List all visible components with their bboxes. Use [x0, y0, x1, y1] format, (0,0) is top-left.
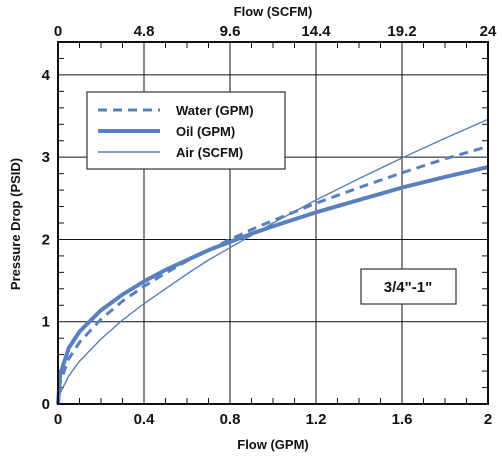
x2-axis-title: Flow (SCFM) — [234, 4, 313, 19]
y-tick-label: 1 — [42, 314, 50, 331]
y-tick-label: 0 — [42, 396, 50, 413]
x2-tick-label: 14.4 — [301, 23, 331, 40]
y-tick-label: 3 — [42, 149, 50, 166]
y-tick-label: 4 — [42, 67, 51, 84]
x-tick-label: 0.8 — [220, 411, 241, 428]
x-axis-title: Flow (GPM) — [237, 437, 309, 452]
x-tick-label: 1.6 — [392, 411, 413, 428]
x2-tick-label: 9.6 — [220, 23, 241, 40]
x2-tick-label: 24 — [480, 23, 497, 40]
size-annotation-box — [360, 268, 457, 305]
series-lines — [56, 118, 489, 405]
series-line-2 — [57, 118, 489, 405]
legend: Water (GPM) Oil (GPM) Air (SCFM) — [86, 91, 286, 170]
x-tick-label: 0.4 — [134, 411, 156, 428]
legend-label-water: Water (GPM) — [176, 103, 254, 118]
series-line-1 — [56, 165, 489, 405]
plot-frame — [57, 41, 489, 405]
y-axis-title: Pressure Drop (PSID) — [8, 158, 23, 290]
y-tick-label: 2 — [42, 231, 50, 248]
tick-labels: 0 0.4 0.8 1.2 1.6 2 0 4.8 9.6 14.4 19.2 24 0 1 2 3 4 — [42, 23, 497, 428]
x2-tick-label: 4.8 — [134, 23, 155, 40]
x-tick-label: 2 — [484, 411, 492, 428]
legend-label-oil: Oil (GPM) — [176, 124, 235, 139]
x2-tick-label: 19.2 — [387, 23, 416, 40]
size-annotation-text: 3/4"-1" — [384, 279, 432, 296]
x-tick-label: 0 — [54, 411, 62, 428]
size-annotation: 3/4"-1" — [360, 268, 457, 305]
legend-label-air: Air (SCFM) — [176, 145, 243, 160]
x-tick-label: 1.2 — [306, 411, 327, 428]
x2-tick-label: 0 — [54, 23, 62, 40]
